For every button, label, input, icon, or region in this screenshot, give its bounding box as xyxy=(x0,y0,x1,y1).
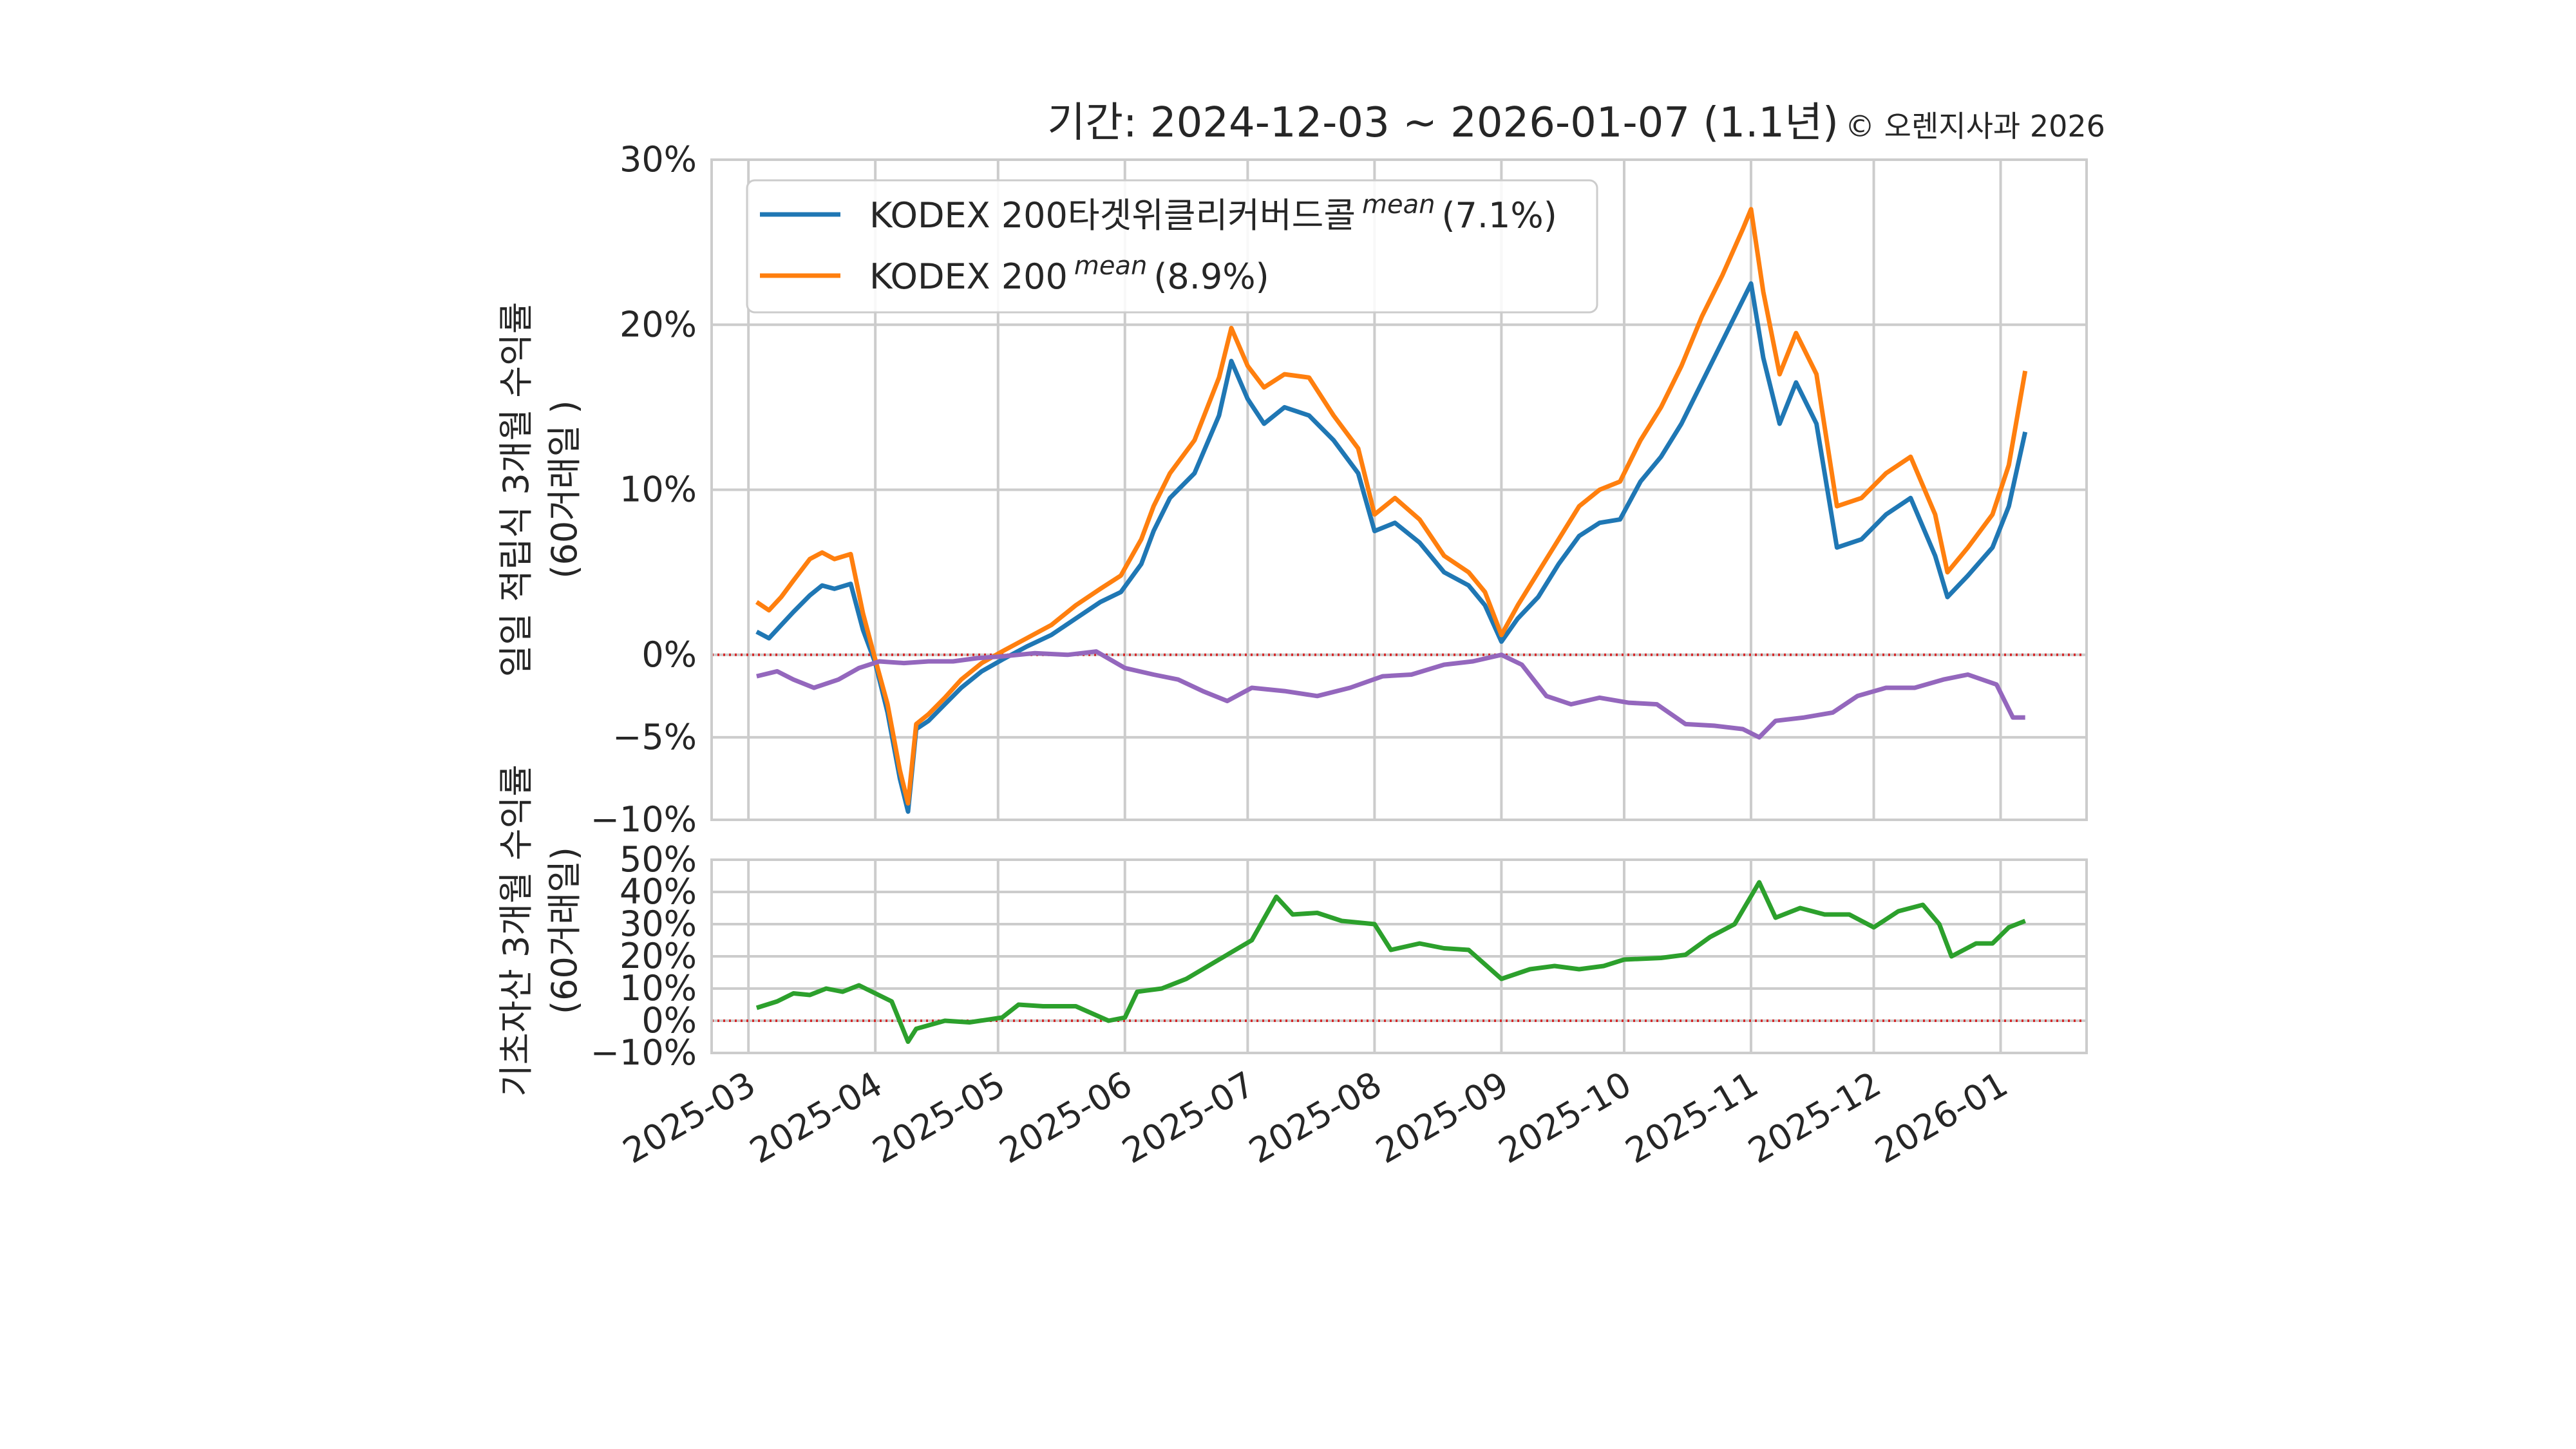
legend-box xyxy=(746,179,1598,314)
sub-y-tick-label: 40% xyxy=(620,871,697,912)
chart-title: 기간: 2024-12-03 ~ 2026-01-07 (1.1년) xyxy=(1047,99,1839,147)
legend-label-kodex200: KODEX 200 mean (8.9%) xyxy=(869,251,1269,297)
main-y-axis-label-line2: (60거래일 ) xyxy=(544,400,585,578)
sub-y-tick-label: 10% xyxy=(620,968,697,1009)
legend-label-covered-call: KODEX 200타겟위클리커버드콜 mean (7.1%) xyxy=(869,190,1557,236)
main-y-tick-label: 0% xyxy=(641,634,697,675)
sub-y-tick-label: 20% xyxy=(620,936,697,976)
main-y-axis-label-line1: 일일 적립식 3개월 수익률 xyxy=(496,302,536,677)
return-difference-line xyxy=(756,649,2025,740)
sub-series-lines xyxy=(712,880,2087,1044)
legend-value-kodex200: (8.9%) xyxy=(1153,256,1269,297)
sub-y-tick-labels: −10%0%10%20%30%40%50% xyxy=(591,839,697,1073)
sub-y-tick-label: 50% xyxy=(620,839,697,880)
sub-y-axis-label-line2: (60거래일) xyxy=(544,847,585,1014)
legend-sup-kodex200: mean xyxy=(1074,251,1147,281)
main-y-tick-label: 30% xyxy=(620,139,697,180)
legend-name-kodex200: KODEX 200 xyxy=(869,256,1068,297)
main-y-tick-label: 10% xyxy=(620,469,697,510)
main-series-lines xyxy=(712,207,2087,814)
sub-plot-frame xyxy=(710,858,2088,1054)
main-y-tick-label: −5% xyxy=(612,717,697,757)
main-plot-frame xyxy=(710,158,2088,821)
kodex200-return-line xyxy=(755,207,2028,806)
sub-y-tick-label: −10% xyxy=(591,1032,697,1073)
main-plot-panel: −10% −5% 0% 10% 20% 30% 일일 적립식 3개월 수익률 (60거래일… xyxy=(496,139,2088,840)
main-y-tick-label: −10% xyxy=(591,799,697,840)
main-y-tick-labels: −10% −5% 0% 10% 20% 30% xyxy=(591,139,697,840)
chart-title-note: © 오렌지사과 2026 xyxy=(1845,109,2105,144)
sub-y-tick-label: 0% xyxy=(641,1000,697,1041)
legend-value-covered-call: (7.1%) xyxy=(1441,195,1557,236)
main-y-tick-label: 20% xyxy=(620,304,697,345)
sub-y-tick-label: 30% xyxy=(620,904,697,944)
underlying-return-line xyxy=(755,880,2026,1044)
legend: KODEX 200타겟위클리커버드콜 mean (7.1%) KODEX 200 me… xyxy=(746,179,1598,314)
legend-name-covered-call: KODEX 200타겟위클리커버드콜 xyxy=(869,195,1356,236)
legend-sup-covered-call: mean xyxy=(1362,190,1435,220)
sub-y-axis-label-line1: 기초자산 3개월 수익률 xyxy=(496,764,536,1097)
